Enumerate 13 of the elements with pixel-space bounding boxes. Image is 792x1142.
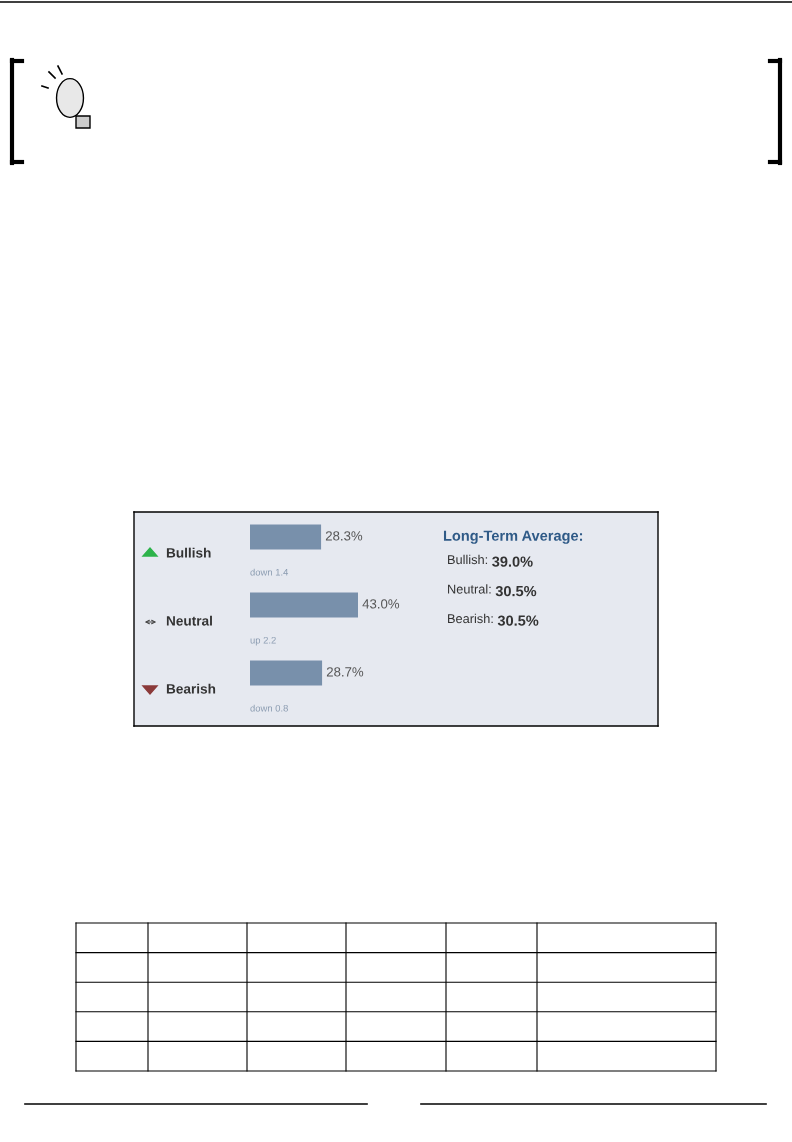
- annotation: up 2.2: [250, 636, 276, 646]
- annotation: down 0.8: [250, 704, 288, 712]
- data-label: 43.0%: [362, 599, 400, 609]
- data-label: 28.7%: [326, 667, 364, 677]
- text: Neutral: 30.5%: [448, 584, 537, 597]
- data-label: 28.3%: [325, 531, 363, 541]
- text: Long-Term Average:: [443, 530, 583, 544]
- y-tick-label: Bullish: [166, 547, 211, 558]
- text: Bearish: 30.5%: [448, 613, 539, 626]
- text: Bullish: 39.0%: [448, 554, 533, 567]
- annotation: down 1.4: [250, 568, 289, 576]
- y-tick-label: Neutral: [166, 615, 212, 626]
- y-tick-label: Bearish: [166, 683, 216, 694]
